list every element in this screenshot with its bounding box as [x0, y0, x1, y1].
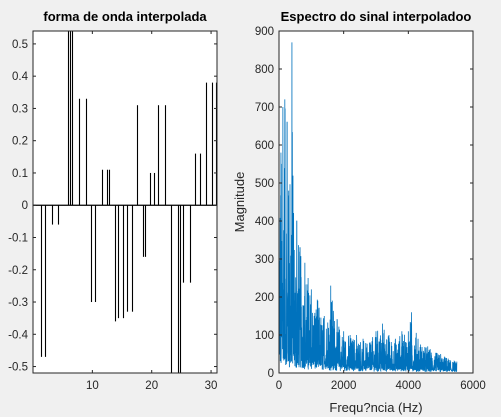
waveform-ytick-label: -0.2 [8, 265, 28, 277]
waveform-xtick-label: 30 [205, 380, 218, 392]
waveform-title: forma de onda interpolada [43, 9, 207, 24]
waveform-ytick-label: 0.1 [12, 168, 28, 180]
waveform-plot: forma de onda interpolada -0.5-0.4-0.3-0… [8, 9, 218, 392]
waveform-ytick-label: 0.4 [12, 71, 29, 83]
spectrum-ytick-label: 700 [255, 102, 274, 114]
spectrum-xtick-label: 2000 [331, 380, 357, 392]
spectrum-ytick-label: 800 [255, 64, 274, 76]
waveform-axes-box [32, 30, 218, 374]
spectrum-ytick-label: 400 [255, 216, 274, 228]
waveform-stems [33, 31, 218, 373]
waveform-xtick-label: 20 [145, 380, 158, 392]
spectrum-ytick-label: 0 [268, 368, 274, 380]
spectrum-plot: Espectro do sinal interpoladoo 0 100 200 30… [232, 9, 486, 415]
spectrum-xtick-label: 4000 [396, 380, 422, 392]
waveform-ticks: -0.5 -0.4 -0.3 -0.2 -0.1 0 0.1 0.2 0.3 0.4 0.5 10 20… [8, 31, 217, 392]
spectrum-ytick-label: 300 [255, 254, 274, 266]
spectrum-ylabel: Magnitude [232, 172, 247, 233]
waveform-ytick-label: 0 [22, 200, 28, 212]
spectrum-title: Espectro do sinal interpoladoo [281, 9, 472, 24]
spectrum-xtick-label: 6000 [460, 380, 486, 392]
spectrum-ytick-label: 600 [255, 140, 274, 152]
waveform-ytick-label: -0.3 [8, 297, 28, 309]
waveform-ytick-label: -0.5 [8, 362, 28, 374]
waveform-ytick-label: 0.5 [12, 39, 28, 51]
spectrum-ytick-label: 100 [255, 330, 274, 342]
waveform-xtick-label: 10 [86, 380, 99, 392]
waveform-ytick-label: 0.3 [12, 103, 28, 115]
spectrum-ytick-label: 200 [255, 292, 274, 304]
spectrum-ytick-label: 500 [255, 178, 274, 190]
spectrum-axes-box [278, 30, 474, 374]
waveform-ytick-label: 0.2 [12, 136, 28, 148]
spectrum-ytick-label: 900 [255, 26, 274, 38]
spectrum-xlabel: Frequ?ncia (Hz) [329, 400, 422, 415]
waveform-ytick-label: -0.1 [8, 232, 28, 244]
waveform-plot-area [33, 31, 217, 373]
spectrum-series-line [278, 42, 458, 373]
waveform-ytick-label: -0.4 [8, 329, 28, 341]
spectrum-xtick-label: 0 [276, 380, 282, 392]
